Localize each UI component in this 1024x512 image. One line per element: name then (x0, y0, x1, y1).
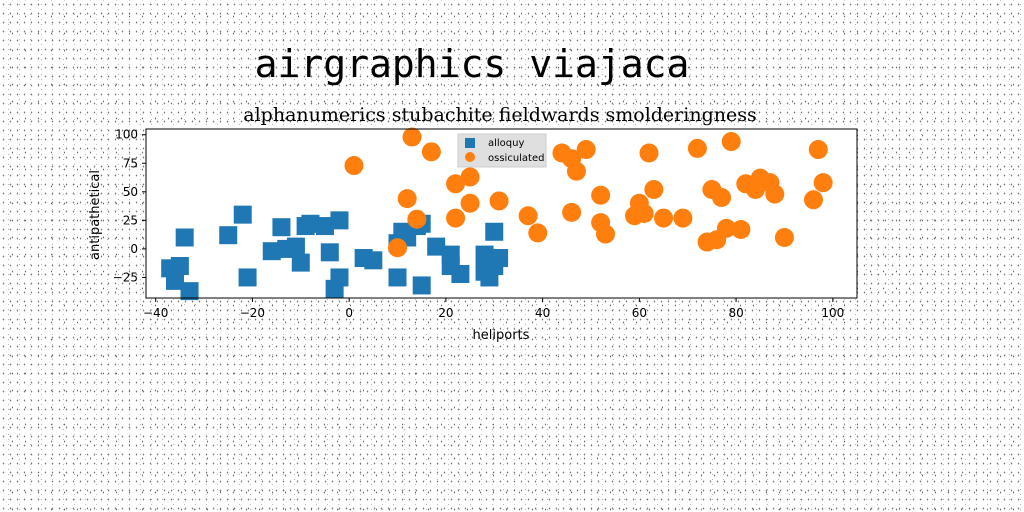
y-tick-label: 75 (123, 156, 138, 170)
point-ossiculated-18 (591, 185, 611, 205)
point-alloquy-5 (219, 226, 238, 245)
point-alloquy-12 (291, 253, 310, 272)
axes-frame (145, 128, 858, 299)
data-points (161, 127, 833, 301)
point-ossiculated-41 (774, 227, 794, 247)
point-ossiculated-3 (402, 127, 422, 147)
point-alloquy-14 (301, 214, 320, 233)
legend-label-alloquy: alloquy (488, 138, 524, 149)
point-ossiculated-43 (808, 140, 828, 160)
point-ossiculated-17 (576, 140, 596, 160)
point-alloquy-1 (170, 257, 189, 276)
point-ossiculated-42 (803, 190, 823, 210)
y-tick-label: 50 (123, 185, 138, 199)
point-alloquy-19 (330, 268, 349, 287)
point-alloquy-11 (286, 237, 305, 256)
point-ossiculated-44 (813, 173, 833, 193)
point-ossiculated-0 (344, 156, 364, 176)
legend-label-ossiculated: ossiculated (488, 153, 544, 164)
point-ossiculated-26 (654, 208, 674, 228)
point-alloquy-9 (272, 218, 291, 237)
legend-marker-alloquy (465, 138, 475, 148)
point-ossiculated-20 (595, 224, 615, 244)
x-tick-label: 0 (345, 306, 353, 320)
point-ossiculated-11 (518, 206, 538, 226)
point-ossiculated-2 (397, 189, 417, 209)
point-ossiculated-6 (446, 174, 466, 194)
point-ossiculated-10 (489, 191, 509, 211)
y-axis-label: antipathetical (88, 170, 103, 260)
x-tick-label: 40 (535, 306, 550, 320)
point-alloquy-32 (451, 265, 470, 284)
x-axis-ticks: −40 −20 0 20 40 60 80 100 (143, 298, 844, 320)
point-alloquy-38 (490, 249, 509, 268)
x-tick-label: 60 (632, 306, 647, 320)
point-ossiculated-12 (528, 223, 548, 243)
y-tick-label: 100 (115, 128, 138, 142)
x-tick-label: −20 (240, 306, 265, 320)
point-ossiculated-16 (566, 161, 586, 181)
point-alloquy-22 (388, 268, 407, 287)
point-ossiculated-25 (644, 180, 664, 200)
point-alloquy-21 (364, 251, 383, 270)
y-axis-ticks: −25 0 25 50 75 100 (113, 128, 146, 284)
point-ossiculated-7 (446, 208, 466, 228)
point-alloquy-6 (233, 205, 252, 224)
point-ossiculated-24 (639, 143, 659, 163)
x-tick-label: 100 (821, 306, 844, 320)
point-ossiculated-28 (687, 138, 707, 158)
point-alloquy-29 (427, 237, 446, 256)
x-tick-label: −40 (143, 306, 168, 320)
point-alloquy-2 (166, 271, 185, 290)
point-ossiculated-35 (731, 219, 751, 239)
y-tick-label: 0 (130, 242, 138, 256)
legend: alloquy ossiculated (457, 133, 547, 168)
y-tick-label: −25 (113, 270, 138, 284)
point-alloquy-31 (441, 245, 460, 264)
point-alloquy-4 (180, 282, 199, 301)
point-ossiculated-27 (673, 208, 693, 228)
point-alloquy-16 (320, 243, 339, 262)
point-alloquy-18 (330, 211, 349, 230)
point-ossiculated-32 (712, 188, 732, 208)
x-tick-label: 80 (728, 306, 743, 320)
point-ossiculated-1 (388, 238, 408, 258)
point-alloquy-37 (485, 222, 504, 241)
figure-suptitle: airgraphics viajaca (255, 42, 690, 86)
x-tick-label: 20 (438, 306, 453, 320)
point-alloquy-27 (412, 276, 431, 295)
point-ossiculated-23 (634, 204, 654, 223)
chart-title: alphanumerics stubachite fieldwards smol… (243, 104, 756, 126)
point-ossiculated-4 (407, 209, 427, 229)
point-alloquy-15 (315, 217, 334, 236)
point-ossiculated-5 (421, 142, 441, 162)
point-ossiculated-8 (460, 167, 480, 187)
y-tick-label: 25 (123, 213, 138, 227)
point-alloquy-7 (238, 268, 257, 287)
point-alloquy-8 (262, 242, 281, 261)
point-ossiculated-40 (765, 184, 785, 204)
point-alloquy-3 (175, 228, 194, 247)
point-ossiculated-15 (562, 202, 582, 222)
point-ossiculated-9 (460, 193, 480, 213)
point-ossiculated-34 (721, 132, 741, 152)
legend-marker-ossiculated (465, 152, 475, 162)
x-axis-label: heliports (473, 328, 530, 343)
point-ossiculated-33 (716, 218, 736, 238)
